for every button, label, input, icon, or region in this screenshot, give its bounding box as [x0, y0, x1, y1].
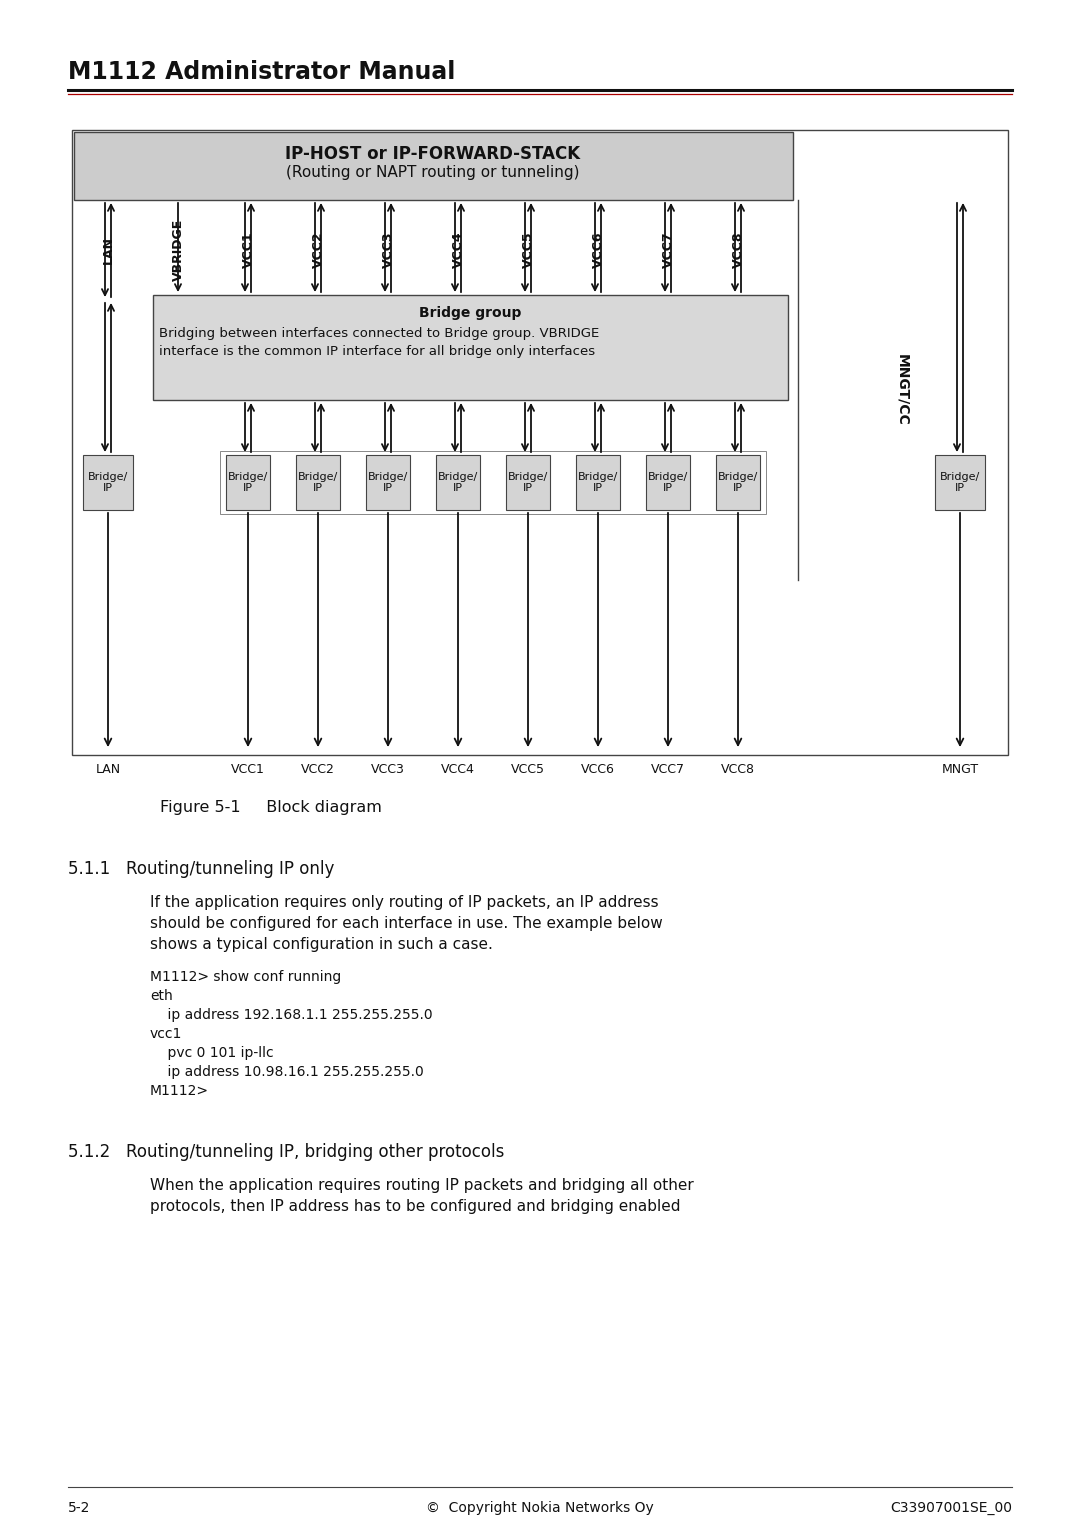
Bar [436, 455, 480, 510]
Text: Bridge/
IP: Bridge/ IP [437, 472, 478, 494]
Text: VCC2: VCC2 [311, 232, 324, 269]
Bar [507, 455, 550, 510]
Text: VCC6: VCC6 [592, 232, 605, 269]
Text: Figure 5-1     Block diagram: Figure 5-1 Block diagram [160, 801, 382, 814]
Text: Bridge/
IP: Bridge/ IP [298, 472, 338, 494]
Bar [576, 455, 620, 510]
Text: VCC3: VCC3 [381, 232, 394, 269]
Text: Bridge/
IP: Bridge/ IP [508, 472, 549, 494]
Text: VCC4: VCC4 [451, 232, 464, 269]
Text: Bridge/
IP: Bridge/ IP [578, 472, 618, 494]
Text: VCC3: VCC3 [372, 762, 405, 776]
Text: LAN: LAN [102, 235, 114, 264]
Text: protocols, then IP address has to be configured and bridging enabled: protocols, then IP address has to be con… [150, 1199, 680, 1215]
Text: Bridge group: Bridge group [419, 306, 522, 319]
Text: 5-2: 5-2 [68, 1500, 91, 1514]
Text: 5.1.1   Routing/tunneling IP only: 5.1.1 Routing/tunneling IP only [68, 860, 335, 879]
Bar [935, 455, 985, 510]
Text: MNGT: MNGT [942, 762, 978, 776]
Text: should be configured for each interface in use. The example below: should be configured for each interface … [150, 915, 663, 931]
Text: M1112 Administrator Manual: M1112 Administrator Manual [68, 60, 456, 84]
Text: VCC8: VCC8 [731, 232, 744, 269]
Text: VCC1: VCC1 [231, 762, 265, 776]
Text: LAN: LAN [95, 762, 121, 776]
Text: When the application requires routing IP packets and bridging all other: When the application requires routing IP… [150, 1178, 693, 1193]
Bar [716, 455, 760, 510]
Bar [296, 455, 340, 510]
Text: Bridge/
IP: Bridge/ IP [87, 472, 129, 494]
Text: Bridge/
IP: Bridge/ IP [648, 472, 688, 494]
Text: C33907001SE_00: C33907001SE_00 [890, 1500, 1012, 1514]
Bar [75, 131, 793, 200]
Text: VBRIDGE: VBRIDGE [172, 219, 185, 281]
Bar [153, 295, 788, 400]
Text: Bridge/
IP: Bridge/ IP [228, 472, 268, 494]
Text: M1112>: M1112> [150, 1083, 210, 1099]
Text: VCC6: VCC6 [581, 762, 615, 776]
Text: Bridge/
IP: Bridge/ IP [940, 472, 981, 494]
Text: ©  Copyright Nokia Networks Oy: © Copyright Nokia Networks Oy [427, 1500, 653, 1514]
Text: ip address 192.168.1.1 255.255.255.0: ip address 192.168.1.1 255.255.255.0 [150, 1008, 433, 1022]
Bar [83, 455, 133, 510]
Text: VCC1: VCC1 [242, 232, 255, 269]
Text: Bridge/
IP: Bridge/ IP [368, 472, 408, 494]
Text: vcc1: vcc1 [150, 1027, 183, 1041]
Text: ip address 10.98.16.1 255.255.255.0: ip address 10.98.16.1 255.255.255.0 [150, 1065, 423, 1079]
Bar [72, 130, 1008, 755]
Text: Bridge/
IP: Bridge/ IP [718, 472, 758, 494]
Text: interface is the common IP interface for all bridge only interfaces: interface is the common IP interface for… [159, 344, 595, 358]
Text: VCC7: VCC7 [651, 762, 685, 776]
Bar [646, 455, 690, 510]
Text: (Routing or NAPT routing or tunneling): (Routing or NAPT routing or tunneling) [286, 165, 579, 179]
Text: eth: eth [150, 989, 173, 1002]
Bar [220, 451, 766, 513]
Bar [226, 455, 270, 510]
Text: shows a typical configuration in such a case.: shows a typical configuration in such a … [150, 937, 492, 952]
Text: IP-HOST or IP-FORWARD-STACK: IP-HOST or IP-FORWARD-STACK [285, 145, 580, 163]
Text: 5.1.2   Routing/tunneling IP, bridging other protocols: 5.1.2 Routing/tunneling IP, bridging oth… [68, 1143, 504, 1161]
Text: VCC5: VCC5 [511, 762, 545, 776]
Text: VCC7: VCC7 [661, 232, 675, 269]
Text: MNGT/CC: MNGT/CC [895, 354, 909, 426]
Text: VCC8: VCC8 [721, 762, 755, 776]
Text: pvc 0 101 ip-llc: pvc 0 101 ip-llc [150, 1047, 273, 1060]
Text: Bridging between interfaces connected to Bridge group. VBRIDGE: Bridging between interfaces connected to… [159, 327, 599, 339]
Text: VCC5: VCC5 [522, 232, 535, 269]
Text: VCC2: VCC2 [301, 762, 335, 776]
Bar [366, 455, 410, 510]
Text: VCC4: VCC4 [441, 762, 475, 776]
Text: M1112> show conf running: M1112> show conf running [150, 970, 341, 984]
Text: If the application requires only routing of IP packets, an IP address: If the application requires only routing… [150, 895, 659, 911]
